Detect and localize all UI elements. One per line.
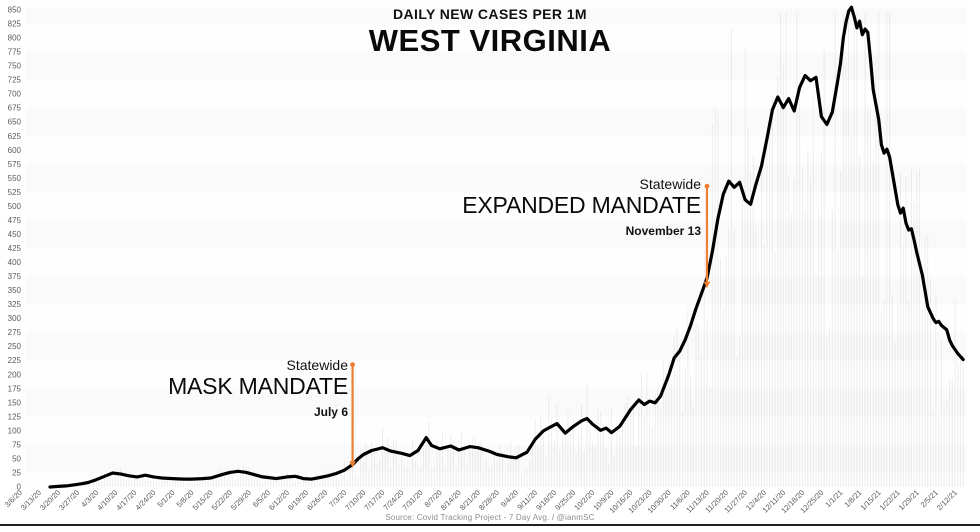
y-tick-label: 550 (8, 174, 22, 183)
y-tick-label: 800 (8, 34, 22, 43)
y-tick-label: 425 (8, 244, 22, 253)
x-tick-label: 8/28/20 (477, 488, 501, 512)
y-tick-label: 225 (8, 356, 22, 365)
y-tick-label: 700 (8, 90, 22, 99)
y-tick-label: 625 (8, 132, 22, 141)
y-tick-label: 50 (12, 454, 21, 463)
y-tick-label: 175 (8, 384, 22, 393)
daily-raw-bars (52, 12, 964, 487)
x-tick-label: 1/29/21 (897, 488, 921, 512)
y-tick-label: 300 (8, 314, 22, 323)
y-tick-label: 125 (8, 412, 22, 421)
y-tick-label: 200 (8, 370, 22, 379)
y-tick-label: 650 (8, 118, 22, 127)
y-tick-label: 775 (8, 48, 22, 57)
y-tick-label: 275 (8, 328, 22, 337)
expanded-mandate-arrow (703, 183, 711, 289)
y-tick-label: 675 (8, 104, 22, 113)
mask-mandate-arrow-head (349, 461, 356, 468)
y-tick-label: 525 (8, 188, 22, 197)
y-tick-label: 100 (8, 426, 22, 435)
bottom-divider (0, 524, 980, 526)
y-tick-label: 575 (8, 160, 22, 169)
y-tick-label: 75 (12, 440, 21, 449)
x-tick-label: 7/31/20 (401, 488, 425, 512)
expanded-mandate-arrow-head (703, 281, 711, 289)
x-tick-label: 2/12/21 (935, 488, 959, 512)
y-tick-label: 325 (8, 300, 22, 309)
x-tick-label: 5/1/20 (155, 488, 176, 509)
seven-day-avg-line (48, 5, 965, 489)
y-tick-label: 0 (17, 483, 22, 492)
y-tick-label: 500 (8, 202, 22, 211)
x-axis-labels: 3/6/203/13/203/20/203/27/204/3/204/10/20… (3, 488, 959, 515)
y-tick-label: 850 (8, 5, 22, 14)
y-tick-label: 350 (8, 286, 22, 295)
y-tick-label: 375 (8, 272, 22, 281)
y-tick-label: 825 (8, 20, 22, 29)
x-tick-label: 3/27/20 (57, 488, 81, 512)
y-tick-label: 725 (8, 76, 22, 85)
y-tick-label: 475 (8, 216, 22, 225)
y-tick-label: 25 (12, 468, 21, 477)
y-tick-label: 250 (8, 342, 22, 351)
x-tick-label: 4/24/20 (133, 488, 157, 512)
source-credit: Source: Covid Tracking Project - 7 Day A… (385, 513, 595, 522)
x-tick-label: 6/26/20 (305, 488, 329, 512)
y-tick-label: 400 (8, 258, 22, 267)
y-axis-labels: 0 25 50 75 100 125 150 175 200 225 250 275 300 325 350… (8, 5, 22, 491)
y-tick-label: 450 (8, 230, 22, 239)
y-tick-label: 750 (8, 62, 22, 71)
x-tick-label: 5/29/20 (229, 488, 253, 512)
x-tick-label: 1/1/21 (823, 488, 844, 509)
y-tick-label: 600 (8, 146, 22, 155)
y-tick-label: 150 (8, 398, 22, 407)
mask-mandate-arrow (349, 362, 356, 468)
